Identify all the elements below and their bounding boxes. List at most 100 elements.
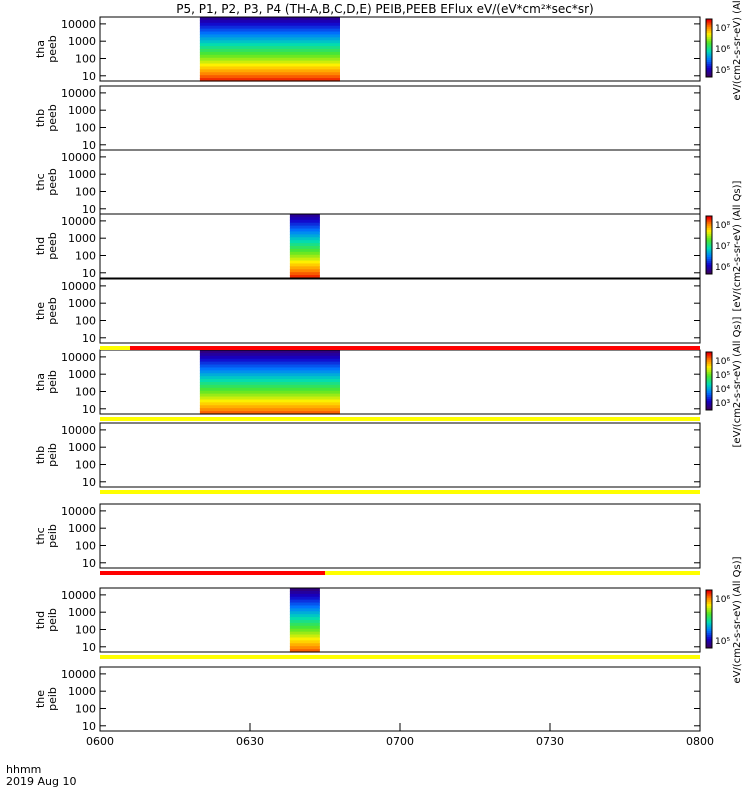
colorbar-step — [706, 603, 712, 606]
panel-tha-peib: 10 100 1000 10000 tha peib — [34, 349, 701, 416]
colorbar-step — [706, 49, 712, 53]
y-tick-label: 10000 — [61, 424, 96, 437]
spectrogram-band — [289, 649, 320, 653]
spectrogram-band — [289, 631, 320, 636]
spectrogram-band — [199, 46, 340, 50]
panel-frame — [99, 503, 701, 569]
colorbar-step — [706, 20, 712, 24]
colorbar-step — [706, 48, 712, 51]
colorbar-step — [706, 406, 712, 409]
panel-thc-peib: 10 100 1000 10000 thc peib — [34, 503, 701, 570]
spectrogram-band — [199, 367, 340, 371]
spectrogram-band — [199, 69, 340, 73]
y-tick-label: 1000 — [68, 368, 96, 381]
colorbar-step — [706, 630, 712, 634]
panel-label-product: peib — [46, 608, 59, 632]
spectrogram-band — [199, 361, 340, 366]
spectrogram-band — [199, 382, 340, 386]
colorbar-step — [706, 394, 712, 397]
colorbar-tick-label: 10⁵ — [715, 371, 730, 381]
y-tick-label: 10 — [82, 720, 96, 733]
colorbar-step — [706, 367, 712, 370]
colorbar-step — [706, 270, 712, 273]
colorbar-step — [706, 642, 712, 645]
y-tick-label: 100 — [75, 385, 96, 398]
panel-label-product: peib — [46, 370, 59, 394]
colorbar-step — [706, 371, 712, 374]
y-tick-label: 10000 — [61, 351, 96, 364]
spectrogram-band — [289, 637, 320, 641]
colorbar-step — [706, 597, 712, 601]
spectrogram-band — [289, 254, 320, 259]
panel-frame — [99, 349, 701, 415]
spectrogram-band — [199, 358, 340, 363]
colorbar-step — [706, 243, 712, 246]
colorbar-tick-label: 10³ — [715, 399, 730, 409]
panel-frame — [99, 666, 701, 732]
colorbar-step — [706, 225, 712, 229]
panel-frame — [99, 587, 701, 653]
panel-frame — [99, 213, 701, 279]
y-tick-label: 1000 — [68, 522, 96, 535]
colorbar-step — [706, 63, 712, 66]
colorbar-step — [706, 51, 712, 55]
spectrogram-band — [199, 22, 340, 27]
colorbar-step — [706, 73, 712, 76]
spectrogram-band — [199, 390, 340, 395]
colorbar-step — [706, 640, 712, 643]
colorbar-step — [706, 355, 712, 359]
spectrogram-band — [199, 396, 340, 401]
colorbar-step — [706, 613, 712, 616]
spectrogram-band — [199, 40, 340, 44]
spectrogram-band — [199, 25, 340, 30]
colorbar-tick-label: 10⁶ — [715, 595, 730, 605]
colorbar-step — [706, 644, 712, 647]
x-tick-label: 0800 — [686, 735, 714, 748]
y-tick-label: 100 — [75, 52, 96, 65]
colorbar-tick-label: 10⁶ — [715, 45, 730, 55]
spectrogram-band — [289, 248, 320, 253]
colorbar-step — [706, 611, 712, 614]
x-tick-label: 0630 — [236, 735, 264, 748]
y-tick-label: 10 — [82, 403, 96, 416]
plot-title: P5, P1, P2, P3, P4 (TH-A,B,C,D,E) PEIB,P… — [176, 2, 593, 16]
spectrogram-band — [199, 31, 340, 36]
y-tick-label: 100 — [75, 249, 96, 262]
panel-label-product: peeb — [46, 297, 59, 325]
colorbar-frame — [705, 18, 713, 78]
spectrogram-band — [289, 620, 320, 624]
spectrogram-band — [289, 596, 320, 601]
panel-label-probe: thd — [34, 237, 47, 255]
panel-label-probe: thb — [34, 446, 47, 464]
y-tick-label: 100 — [75, 185, 96, 198]
colorbar-step — [706, 268, 712, 271]
colorbar-step — [706, 398, 712, 401]
status-bar-segment — [100, 571, 325, 575]
spectrogram-band — [199, 54, 340, 59]
y-tick-label: 1000 — [68, 168, 96, 181]
panel-the-peib: 10 100 1000 10000 the peib — [34, 666, 701, 733]
spectrogram-band — [289, 617, 320, 621]
colorbar-step — [706, 229, 712, 232]
panel-frame — [99, 149, 701, 215]
colorbar-step — [706, 615, 712, 618]
y-tick-label: 10 — [82, 203, 96, 216]
colorbar-step — [706, 590, 712, 593]
spectrogram-band — [289, 216, 320, 221]
spectrogram-band — [289, 588, 320, 592]
colorbar-step — [706, 262, 712, 265]
panel-frame — [99, 422, 701, 488]
colorbar-step — [706, 272, 712, 275]
panel-frame — [99, 85, 701, 151]
colorbar-label: [eV/(cm2-s-sr-eV) (All Qs)] — [732, 180, 743, 311]
y-tick-label: 10000 — [61, 87, 96, 100]
y-tick-label: 10 — [82, 476, 96, 489]
y-tick-label: 100 — [75, 458, 96, 471]
spectrogram-band — [199, 19, 340, 24]
spectrogram-band — [289, 266, 320, 270]
colorbar-step — [706, 241, 712, 244]
colorbar-tick-label: 10⁴ — [715, 385, 730, 395]
colorbar-step — [706, 227, 712, 231]
panel-label-product: peeb — [46, 168, 59, 196]
